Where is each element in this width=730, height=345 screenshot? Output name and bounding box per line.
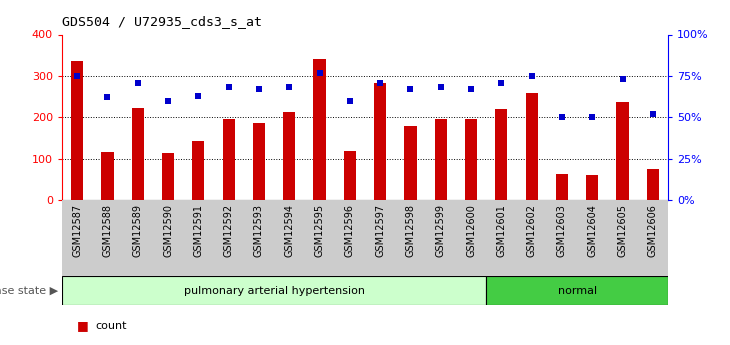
Text: GSM12599: GSM12599 [436,204,446,257]
Text: GSM12592: GSM12592 [223,204,234,257]
Bar [526,93,538,200]
Bar [404,126,417,200]
Text: GSM12603: GSM12603 [557,204,567,257]
Text: GSM12590: GSM12590 [163,204,173,257]
Bar [123,200,153,276]
Bar [313,59,326,200]
Bar [486,276,668,305]
Bar [244,200,274,276]
Text: GSM12594: GSM12594 [284,204,294,257]
Bar [223,119,235,200]
Text: GSM12606: GSM12606 [648,204,658,257]
Text: GSM12604: GSM12604 [587,204,597,257]
Bar [365,200,396,276]
Bar [647,169,659,200]
Bar [283,111,296,200]
Bar [214,200,244,276]
Text: GSM12595: GSM12595 [315,204,325,257]
Bar [426,200,456,276]
Text: count: count [95,321,126,331]
Bar [304,200,335,276]
Text: GSM12602: GSM12602 [526,204,537,257]
Text: GSM12601: GSM12601 [496,204,507,257]
Text: GSM12605: GSM12605 [618,204,628,257]
Bar [547,200,577,276]
Bar [556,174,568,200]
Bar [335,200,365,276]
Text: normal: normal [558,286,596,296]
Bar [131,108,144,200]
Text: GDS504 / U72935_cds3_s_at: GDS504 / U72935_cds3_s_at [62,14,262,28]
Bar [374,83,386,200]
Bar [71,61,83,200]
Text: GSM12593: GSM12593 [254,204,264,257]
Text: GSM12587: GSM12587 [72,204,82,257]
Text: ■: ■ [77,344,88,345]
Bar [192,141,204,200]
Bar [62,276,486,305]
Bar [638,200,668,276]
Bar [183,200,214,276]
Bar [253,123,265,200]
Bar [486,200,517,276]
Bar [586,175,599,200]
Bar [517,200,547,276]
Text: GSM12588: GSM12588 [102,204,112,257]
Text: GSM12597: GSM12597 [375,204,385,257]
Text: pulmonary arterial hypertension: pulmonary arterial hypertension [184,286,364,296]
Bar [62,200,93,276]
Bar [93,200,123,276]
Bar [274,200,304,276]
Bar [495,109,507,200]
Text: GSM12591: GSM12591 [193,204,204,257]
Bar [434,119,447,200]
Text: disease state ▶: disease state ▶ [0,286,58,296]
Bar [607,200,638,276]
Text: ■: ■ [77,319,88,333]
Text: GSM12598: GSM12598 [405,204,415,257]
Bar [616,101,629,200]
Bar [101,152,114,200]
Bar [153,200,183,276]
Bar [344,151,356,200]
Bar [456,200,486,276]
Text: GSM12589: GSM12589 [133,204,143,257]
Bar [396,200,426,276]
Text: GSM12600: GSM12600 [466,204,476,257]
Bar [465,119,477,200]
Text: GSM12596: GSM12596 [345,204,355,257]
Bar [577,200,607,276]
Bar [162,153,174,200]
